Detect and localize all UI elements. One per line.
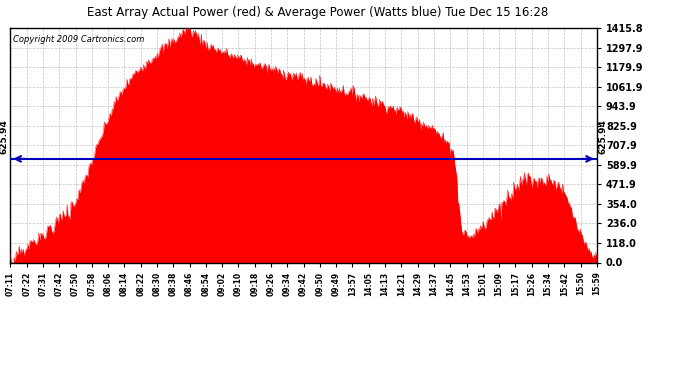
Text: 625.94: 625.94 (598, 119, 607, 154)
Text: 625.94: 625.94 (0, 119, 9, 154)
Text: Copyright 2009 Cartronics.com: Copyright 2009 Cartronics.com (13, 35, 145, 44)
Text: East Array Actual Power (red) & Average Power (Watts blue) Tue Dec 15 16:28: East Array Actual Power (red) & Average … (87, 6, 548, 19)
